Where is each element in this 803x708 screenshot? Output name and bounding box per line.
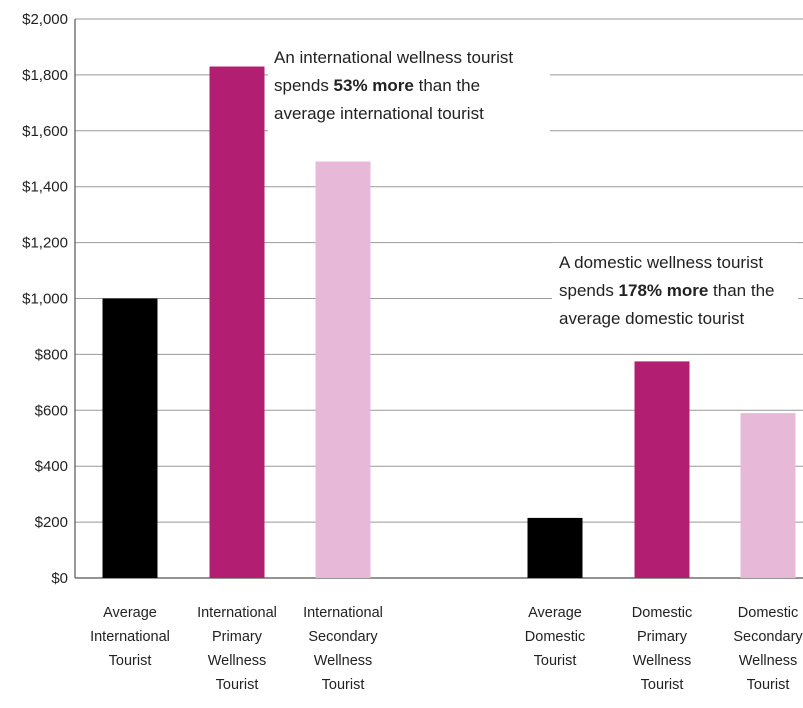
annotation-text: A domestic wellness tourist spends 178% m… <box>559 253 775 328</box>
x-category-label: International Secondary Wellness Tourist <box>303 605 383 693</box>
annotation-background <box>268 38 550 146</box>
bar <box>740 413 796 578</box>
bar <box>315 161 371 579</box>
x-category-label: Domestic Secondary Wellness Tourist <box>733 605 803 693</box>
y-tick-label: $1,200 <box>22 235 68 252</box>
y-tick-label: $0 <box>51 570 68 587</box>
annotations: An international wellness tourist spends … <box>268 38 798 351</box>
y-tick-label: $1,400 <box>22 179 68 196</box>
x-category-label: Average Domestic Tourist <box>525 605 585 669</box>
y-tick-label: $1,800 <box>22 67 68 84</box>
bar <box>634 361 690 578</box>
bar <box>209 66 265 578</box>
bars <box>102 66 796 579</box>
y-axis-tick-labels: $0 $200 $400 $600 $800 $1,000 $1,200 $1,400 $1,6… <box>22 11 68 587</box>
bar <box>527 517 583 578</box>
y-tick-label: $2,000 <box>22 11 68 28</box>
y-tick-label: $800 <box>35 346 68 363</box>
y-tick-label: $600 <box>35 402 68 419</box>
x-category-label: Average International Tourist <box>90 605 170 669</box>
y-tick-label: $1,000 <box>22 291 68 308</box>
x-category-label: Domestic Primary Wellness Tourist <box>632 605 692 693</box>
annotation-background <box>552 243 798 351</box>
bar <box>102 298 158 578</box>
y-tick-label: $400 <box>35 458 68 475</box>
x-axis-category-labels: Average International Tourist International… <box>90 605 803 693</box>
annotation-text: An international wellness tourist spends … <box>274 48 513 123</box>
y-tick-label: $1,600 <box>22 123 68 140</box>
x-category-label: International Primary Wellness Tourist <box>197 605 277 693</box>
y-tick-label: $200 <box>35 514 68 531</box>
